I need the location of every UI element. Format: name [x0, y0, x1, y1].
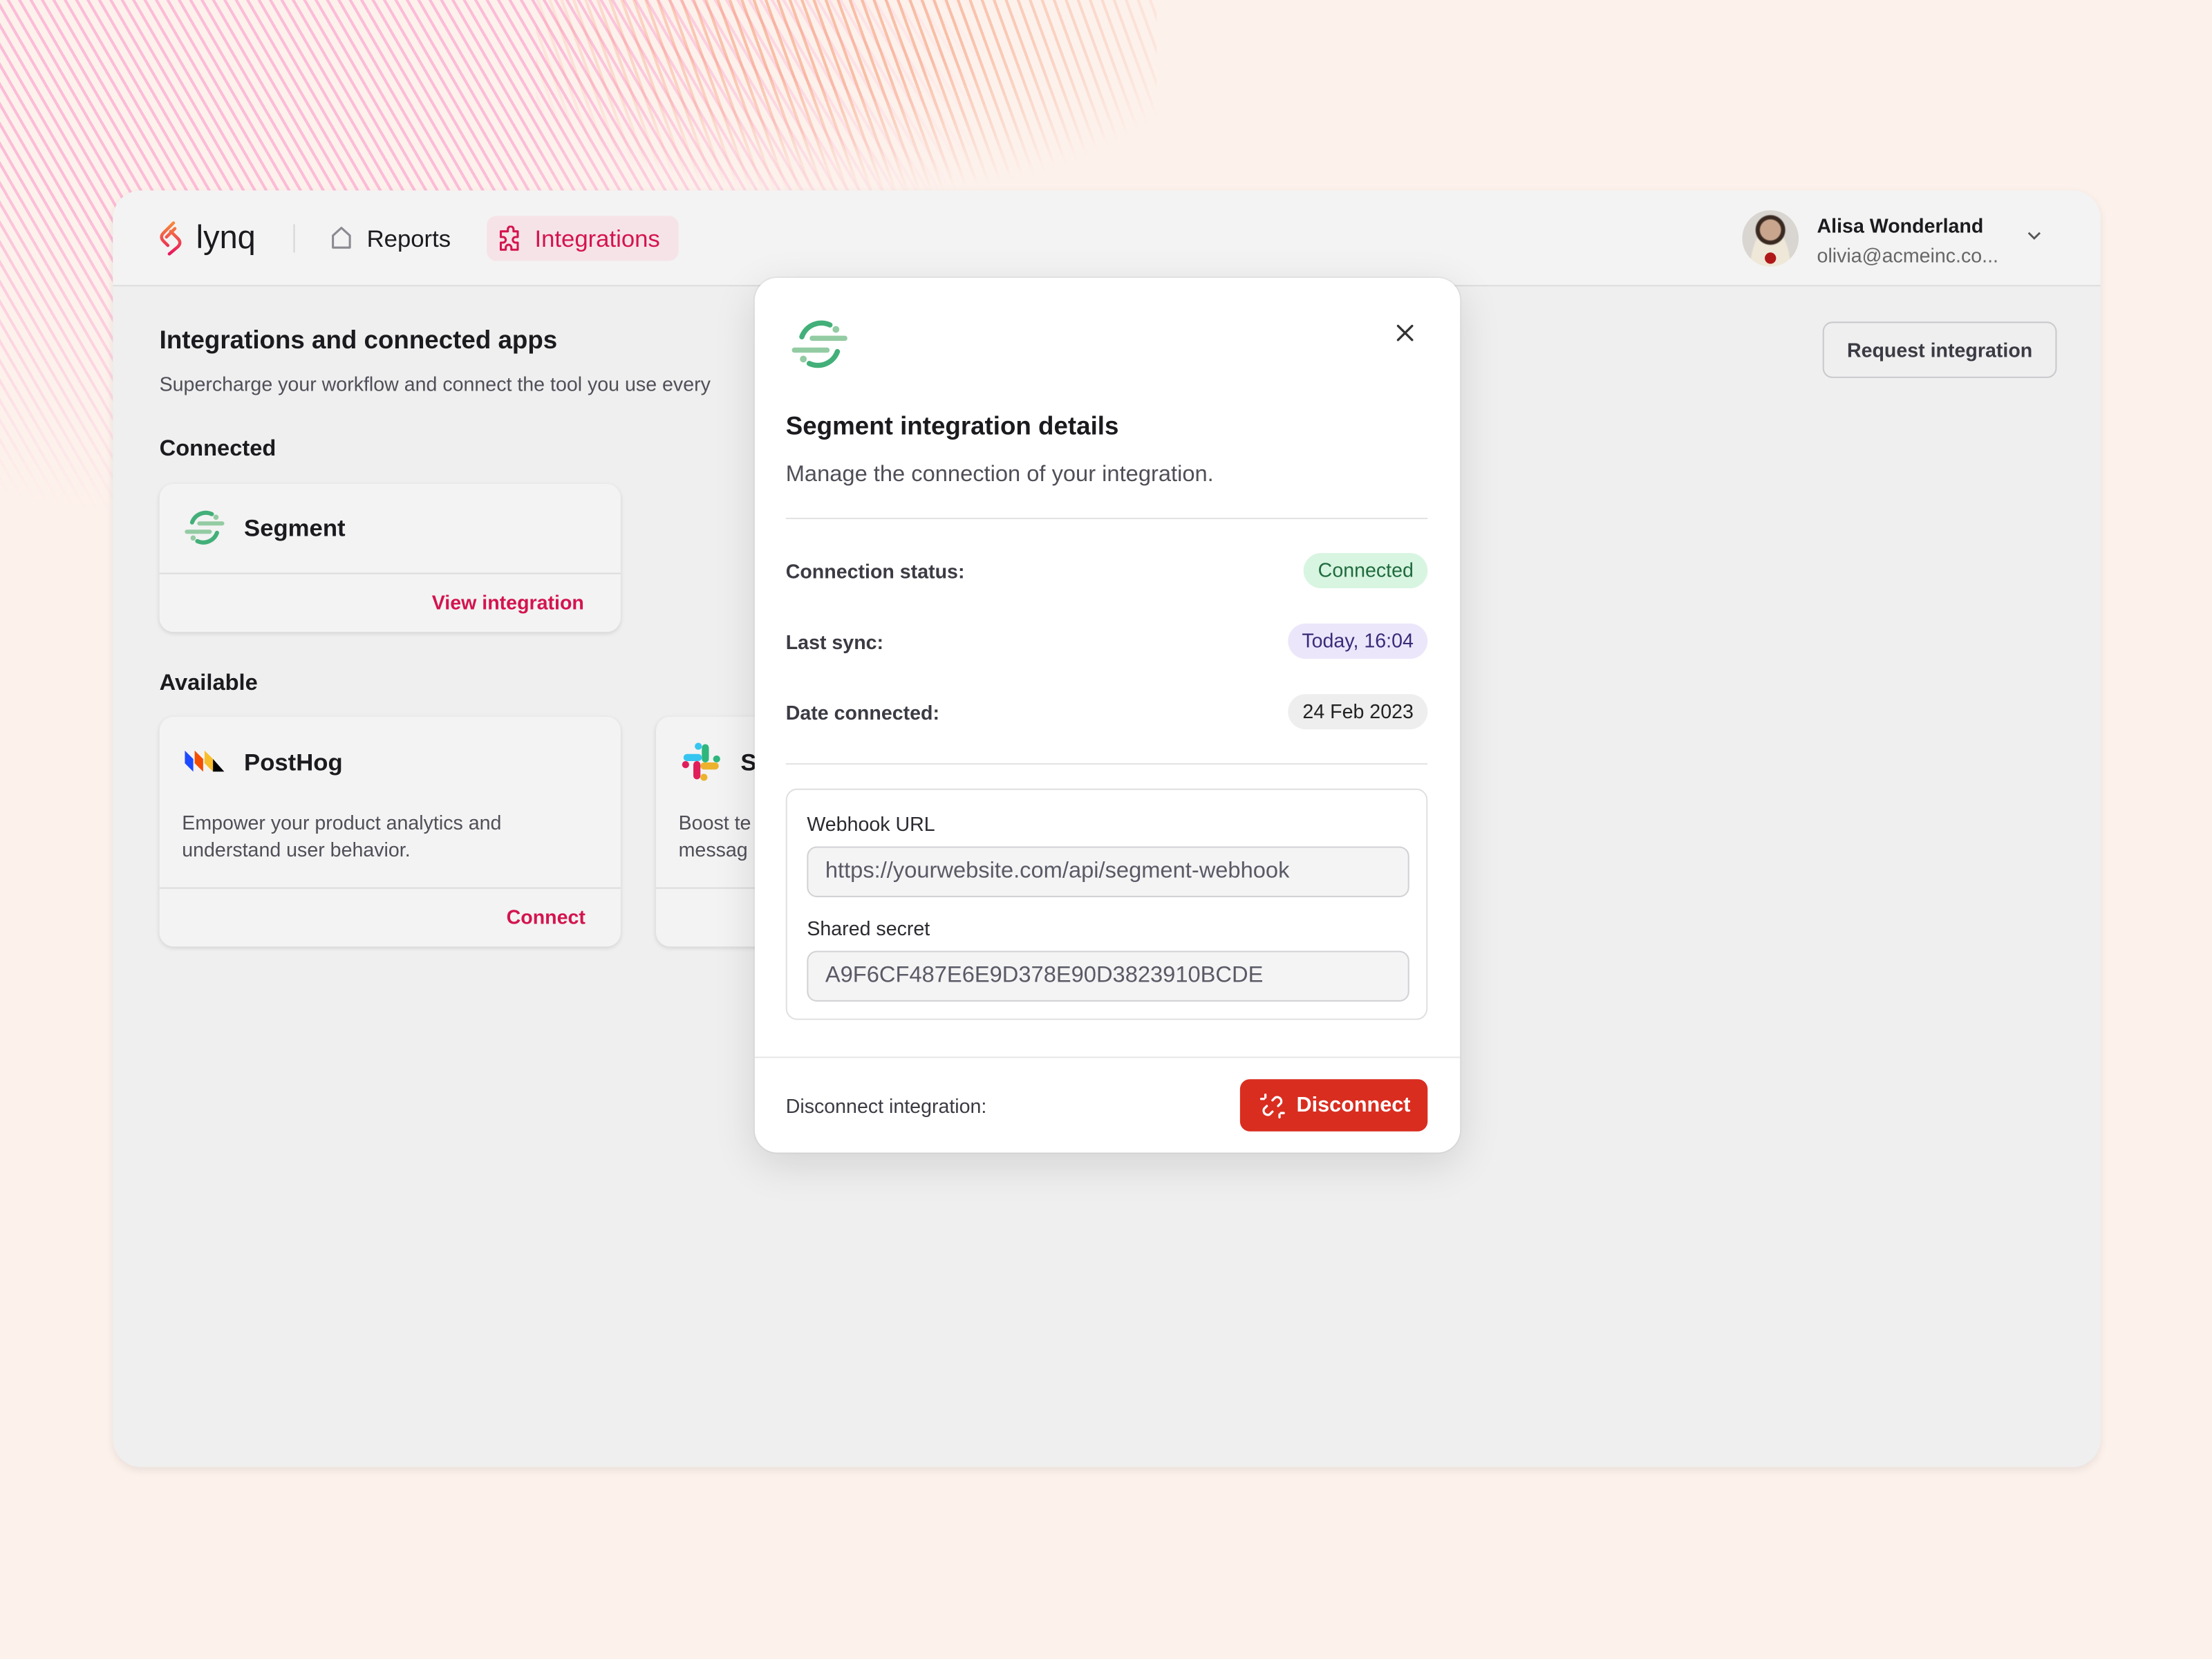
nav-integrations[interactable]: Integrations — [487, 216, 679, 261]
integration-description: messag — [678, 838, 748, 861]
nav-label: Integrations — [534, 225, 660, 253]
integration-name: S — [740, 749, 757, 776]
request-integration-button[interactable]: Request integration — [1822, 321, 2057, 378]
divider — [785, 517, 1428, 520]
nav-reports[interactable]: Reports — [324, 216, 465, 261]
unlink-icon — [1259, 1094, 1285, 1118]
slack-logo-icon — [682, 742, 720, 781]
section-heading-connected: Connected — [159, 437, 276, 462]
webhook-url-input[interactable]: https://yourwebsite.com/api/segment-webh… — [807, 846, 1409, 897]
page-title: Integrations and connected apps — [159, 326, 558, 355]
integration-details-modal: Segment integration details Manage the c… — [754, 278, 1461, 1153]
section-heading-available: Available — [159, 671, 258, 696]
user-email: olivia@acmeinc.co... — [1817, 244, 1998, 267]
connect-link[interactable]: Connect — [506, 906, 585, 928]
background-pattern — [536, 0, 1157, 198]
disconnect-button-label: Disconnect — [1296, 1093, 1411, 1118]
chevron-down-icon — [2027, 232, 2041, 240]
user-menu[interactable]: Alisa Wonderland olivia@acmeinc.co... — [1742, 210, 2066, 270]
date-connected-badge: 24 Feb 2023 — [1288, 694, 1428, 730]
integration-name: Segment — [244, 514, 346, 542]
posthog-logo-icon — [185, 750, 225, 772]
divider — [754, 1056, 1461, 1058]
disconnect-button[interactable]: Disconnect — [1239, 1079, 1428, 1132]
status-badge: Connected — [1304, 552, 1428, 589]
user-name: Alisa Wonderland — [1817, 214, 1984, 237]
puzzle-icon — [499, 225, 519, 251]
webhook-url-label: Webhook URL — [807, 812, 935, 836]
row-label: Connection status: — [785, 560, 965, 583]
integration-description: Boost te — [678, 811, 751, 834]
integration-name: PostHog — [244, 749, 343, 776]
row-label: Last sync: — [785, 630, 884, 653]
integration-description: understand user behavior. — [182, 838, 411, 861]
avatar — [1742, 210, 1799, 267]
shared-secret-label: Shared secret — [807, 917, 930, 940]
integration-card-posthog: PostHog Empower your product analytics a… — [159, 716, 621, 947]
integration-card-segment: Segment View integration — [159, 483, 621, 632]
view-integration-link[interactable]: View integration — [431, 591, 584, 614]
segment-logo-icon — [185, 510, 225, 545]
integration-description: Empower your product analytics and — [182, 811, 502, 834]
modal-subtitle: Manage the connection of your integratio… — [785, 462, 1214, 487]
top-nav: lynq Reports Integrations Alisa Wonderla… — [113, 190, 2101, 287]
modal-title: Segment integration details — [785, 411, 1119, 440]
row-label: Date connected: — [785, 701, 940, 724]
nav-label: Reports — [366, 225, 451, 253]
divider — [293, 224, 295, 253]
credentials-box: Webhook URL https://yourwebsite.com/api/… — [785, 788, 1428, 1020]
lynq-logo-icon — [160, 221, 182, 256]
divider — [785, 763, 1428, 765]
shared-secret-input[interactable]: A9F6CF487E6E9D378E90D3823910BCDE — [807, 950, 1409, 1002]
brand-name: lynq — [196, 218, 256, 256]
close-icon[interactable] — [1395, 323, 1415, 343]
segment-logo-icon — [791, 320, 847, 368]
home-icon — [332, 227, 351, 249]
page-subtitle: Supercharge your workflow and connect th… — [159, 372, 711, 395]
last-sync-badge: Today, 16:04 — [1287, 624, 1428, 659]
disconnect-label: Disconnect integration: — [785, 1094, 987, 1118]
